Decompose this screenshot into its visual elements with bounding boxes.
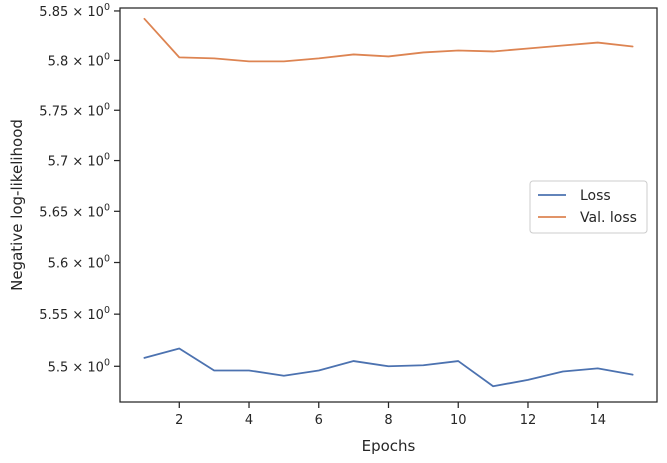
legend-label: Val. loss [580, 210, 637, 226]
y-tick-label: 5.7 × 100 [48, 152, 110, 170]
legend-box [529, 180, 648, 234]
legend-label: Loss [580, 188, 611, 204]
y-tick-label: 5.6 × 100 [48, 254, 110, 272]
y-tick-label: 5.85 × 100 [39, 2, 110, 20]
x-axis-label: Epochs [362, 437, 416, 455]
series-line-1 [143, 17, 634, 63]
y-tick-label: 5.65 × 100 [39, 202, 110, 220]
x-tick-label: 2 [175, 413, 183, 428]
y-axis-ticks: 5.5 × 100 5.55 × 100 5.6 × 100 5.65 × 100 5.… [39, 2, 120, 375]
series-line-0 [143, 347, 634, 388]
plot-frame [119, 7, 658, 403]
x-tick-label: 10 [450, 413, 467, 428]
x-tick-label: 8 [384, 413, 392, 428]
legend: Loss Val. loss [529, 180, 648, 234]
y-axis-label: Negative log-likelihood [8, 119, 26, 291]
y-tick-label: 5.55 × 100 [39, 305, 110, 323]
y-tick-label: 5.8 × 100 [48, 51, 110, 69]
x-tick-label: 14 [589, 413, 606, 428]
x-tick-label: 6 [315, 413, 323, 428]
y-tick-label: 5.5 × 100 [48, 357, 110, 375]
y-tick-label: 5.75 × 100 [39, 101, 110, 119]
x-tick-label: 4 [245, 413, 253, 428]
series-lines [143, 17, 634, 388]
x-axis-ticks: 2 4 6 8 10 12 14 [175, 402, 606, 428]
x-tick-label: 12 [520, 413, 537, 428]
